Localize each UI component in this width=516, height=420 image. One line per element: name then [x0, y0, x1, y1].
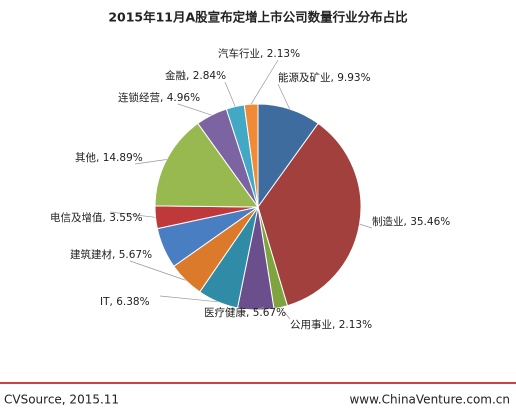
slice-value: 2.13%: [267, 48, 300, 60]
leader-line: [280, 307, 291, 320]
leader-line: [159, 295, 218, 303]
slice-value: 35.46%: [410, 216, 450, 228]
slice-label: 制造业, 35.46%: [372, 215, 450, 228]
label-separator: ,: [160, 92, 167, 104]
leader-line: [129, 260, 186, 281]
label-separator: ,: [96, 152, 103, 164]
slice-label: 电信及增值, 3.55%: [50, 211, 143, 224]
label-separator: ,: [103, 212, 110, 224]
slice-category: 公用事业: [290, 318, 332, 331]
leader-line: [255, 306, 265, 311]
chart-title: 2015年11月A股宣布定增上市公司数量行业分布占比: [108, 10, 408, 25]
pie-slice: [243, 103, 259, 208]
slice-category: 连锁经营: [118, 91, 160, 104]
slice-value: 2.84%: [193, 70, 226, 82]
slice-value: 2.13%: [339, 319, 372, 331]
label-separator: ,: [260, 48, 267, 60]
slice-label: IT, 6.38%: [100, 296, 150, 308]
label-separator: ,: [332, 319, 339, 331]
slice-category: 制造业: [372, 215, 404, 228]
slice-label: 公用事业, 2.13%: [290, 318, 372, 331]
leader-line: [177, 103, 212, 116]
label-separator: ,: [246, 307, 253, 319]
slice-category: 汽车行业: [218, 47, 260, 60]
label-separator: ,: [112, 249, 119, 261]
slice-value: 6.38%: [116, 296, 149, 308]
pie-slice: [257, 122, 362, 307]
slice-value: 9.93%: [337, 72, 370, 84]
leader-line: [250, 59, 279, 105]
label-separator: ,: [331, 72, 338, 84]
slice-value: 5.67%: [253, 307, 286, 319]
slice-label: 医疗健康, 5.67%: [204, 306, 286, 319]
slice-label: 金融, 2.84%: [165, 69, 226, 82]
slice-label: 建筑建材, 5.67%: [70, 248, 152, 261]
slice-category: 金融: [165, 69, 186, 82]
slice-label: 其他, 14.89%: [75, 151, 143, 164]
leader-line: [224, 81, 236, 107]
leader-line: [109, 211, 156, 218]
slice-category: 电信及增值: [50, 211, 103, 224]
label-separator: ,: [404, 216, 411, 228]
source: CVSource, 2015.11: [4, 393, 119, 407]
leader-line: [359, 223, 373, 229]
slice-value: 3.55%: [109, 212, 142, 224]
slice-label: 连锁经营, 4.96%: [118, 91, 200, 104]
slice-category: IT: [100, 296, 110, 308]
slice-category: 建筑建材: [70, 248, 112, 261]
slice-category: 能源及矿业: [278, 71, 331, 84]
slice-value: 14.89%: [103, 152, 143, 164]
slice-category: 医疗健康: [204, 306, 246, 319]
slice-label: 能源及矿业, 9.93%: [278, 71, 371, 84]
label-separator: ,: [186, 70, 193, 82]
slice-label: 汽车行业, 2.13%: [218, 47, 300, 60]
pie-slice: [154, 122, 259, 208]
leader-line: [134, 159, 167, 165]
slice-value: 4.96%: [167, 92, 200, 104]
slice-category: 其他: [75, 151, 96, 164]
website: www.ChinaVenture.com.cn: [349, 393, 510, 407]
slice-value: 5.67%: [119, 249, 152, 261]
label-separator: ,: [110, 296, 117, 308]
leader-line: [277, 83, 290, 110]
